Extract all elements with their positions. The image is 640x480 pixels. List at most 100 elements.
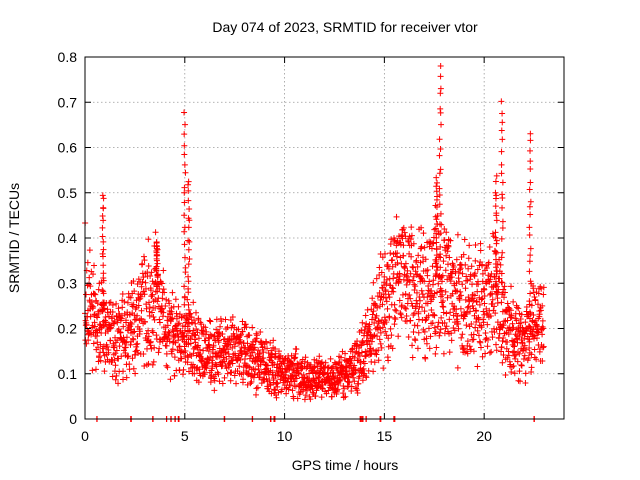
data-point (493, 217, 500, 224)
data-point (134, 312, 141, 319)
data-point (250, 374, 257, 381)
data-point (540, 291, 547, 298)
data-point (432, 225, 439, 232)
data-point (197, 350, 204, 357)
data-point (275, 348, 282, 355)
data-point (132, 316, 139, 323)
data-point (449, 270, 456, 277)
data-point (517, 378, 524, 385)
data-point (467, 308, 474, 315)
data-point (86, 247, 93, 254)
data-point (156, 316, 163, 323)
data-point (380, 365, 387, 372)
data-point (470, 297, 477, 304)
data-point (504, 339, 511, 346)
data-point (237, 332, 244, 339)
data-point (517, 319, 524, 326)
x-tick-label: 15 (377, 428, 393, 444)
data-point (201, 371, 208, 378)
data-point (215, 371, 222, 378)
data-point (182, 169, 189, 176)
data-point (384, 305, 391, 312)
data-point (366, 326, 373, 333)
data-point (222, 348, 229, 355)
data-point (406, 291, 413, 298)
data-point (441, 319, 448, 326)
data-point (409, 354, 416, 361)
data-point (457, 266, 464, 273)
data-point (185, 368, 192, 375)
data-point (473, 308, 480, 315)
data-point (362, 312, 369, 319)
data-point (433, 203, 440, 210)
data-point (497, 261, 504, 268)
data-point (231, 343, 238, 350)
data-point (373, 351, 380, 358)
data-point (436, 201, 443, 208)
y-tick-label: 0.5 (58, 185, 78, 201)
data-point (126, 366, 133, 373)
data-point (492, 234, 499, 241)
data-point (492, 310, 499, 317)
data-point (267, 381, 274, 388)
data-point (523, 346, 530, 353)
data-point (359, 319, 366, 326)
data-point (99, 213, 106, 220)
data-point (437, 254, 444, 261)
data-point (228, 369, 235, 376)
data-point (182, 323, 189, 330)
data-point (385, 357, 392, 364)
data-point (289, 387, 296, 394)
data-point (540, 284, 547, 291)
data-point (113, 300, 120, 307)
data-point (228, 357, 235, 364)
data-point (411, 287, 418, 294)
data-point (540, 343, 547, 350)
data-point (249, 324, 256, 331)
data-point (441, 226, 448, 233)
data-point (302, 392, 309, 399)
data-point (251, 344, 258, 351)
data-point (100, 318, 107, 325)
data-points (82, 63, 547, 422)
data-point (389, 284, 396, 291)
data-point (281, 355, 288, 362)
data-point (398, 302, 405, 309)
data-point (187, 340, 194, 347)
data-point (516, 368, 523, 375)
data-point (391, 301, 398, 308)
data-point (476, 301, 483, 308)
data-point (407, 317, 414, 324)
data-point (225, 364, 232, 371)
data-point (91, 323, 98, 330)
data-point (484, 321, 491, 328)
data-point (130, 365, 137, 372)
data-point (400, 242, 407, 249)
data-point (140, 274, 147, 281)
data-point (423, 335, 430, 342)
data-point (209, 359, 216, 366)
data-point (499, 279, 506, 286)
data-point (194, 329, 201, 336)
data-point (186, 238, 193, 245)
data-point (478, 324, 485, 331)
data-point (417, 259, 424, 266)
data-point (255, 365, 262, 372)
data-point (476, 338, 483, 345)
data-point (415, 252, 422, 259)
x-tick-label: 0 (81, 428, 89, 444)
data-point (435, 319, 442, 326)
data-point (498, 148, 505, 155)
data-point (145, 333, 152, 340)
data-point (325, 373, 332, 380)
data-point (160, 267, 167, 274)
data-point (154, 283, 161, 290)
data-point (356, 353, 363, 360)
data-point (142, 285, 149, 292)
data-point (409, 277, 416, 284)
data-point (448, 330, 455, 337)
chart-title: Day 074 of 2023, SRMTID for receiver vto… (212, 19, 478, 35)
data-point (422, 317, 429, 324)
data-point (351, 378, 358, 385)
data-point (192, 320, 199, 327)
